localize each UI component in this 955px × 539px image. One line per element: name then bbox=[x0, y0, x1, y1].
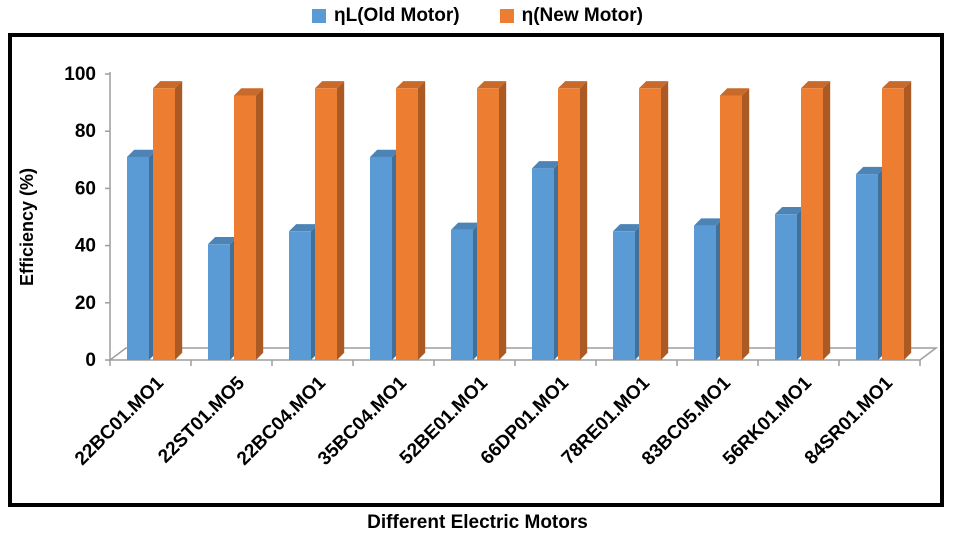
bar-top bbox=[477, 81, 507, 89]
bar-front bbox=[694, 225, 716, 360]
bar-side bbox=[337, 81, 345, 360]
bar-side bbox=[661, 81, 669, 360]
bar-old-motor-56rk01-mo1 bbox=[775, 206, 805, 360]
bar-new-motor-35bc04-mo1 bbox=[396, 81, 426, 361]
bar-new-motor-56rk01-mo1 bbox=[801, 81, 831, 361]
bar-top bbox=[396, 81, 426, 89]
bar-front bbox=[396, 88, 418, 361]
bar-new-motor-78re01-mo1 bbox=[639, 81, 669, 361]
bar-old-motor-84sr01-mo1 bbox=[856, 166, 886, 360]
bar-new-motor-52be01-mo1 bbox=[477, 81, 507, 361]
bar-front bbox=[370, 156, 392, 360]
chart-legend: ηL(Old Motor) η(New Motor) bbox=[0, 2, 955, 30]
chart-frame bbox=[8, 33, 944, 507]
legend-swatch-old-motor bbox=[312, 9, 327, 23]
bar-front bbox=[451, 229, 473, 360]
bar-top bbox=[694, 218, 724, 226]
bar-new-motor-22bc04-mo1 bbox=[315, 81, 345, 361]
bar-top bbox=[558, 81, 588, 89]
legend-item-new-motor: η(New Motor) bbox=[499, 5, 643, 27]
y-tick-label: 60 bbox=[75, 178, 96, 199]
y-axis-label: Efficiency (%) bbox=[17, 168, 37, 286]
legend-label-old-motor: ηL(Old Motor) bbox=[334, 5, 460, 26]
bar-new-motor-84sr01-mo1 bbox=[882, 81, 912, 361]
bar-front bbox=[856, 174, 878, 360]
bar-front bbox=[532, 168, 554, 360]
bar-new-motor-83bc05-mo1 bbox=[720, 88, 750, 360]
y-tick-label: 100 bbox=[64, 64, 96, 85]
bar-front bbox=[234, 95, 256, 360]
legend-item-old-motor: ηL(Old Motor) bbox=[312, 5, 460, 27]
bar-front bbox=[613, 231, 635, 360]
bar-front bbox=[882, 88, 904, 361]
bar-old-motor-22bc04-mo1 bbox=[289, 224, 319, 360]
bar-top bbox=[127, 149, 157, 157]
bar-old-motor-35bc04-mo1 bbox=[370, 149, 400, 360]
bar-front bbox=[153, 88, 175, 361]
bar-new-motor-22st01-mo5 bbox=[234, 88, 264, 360]
y-tick-label: 40 bbox=[75, 236, 96, 257]
bar-top bbox=[532, 161, 562, 169]
bar-old-motor-52be01-mo1 bbox=[451, 222, 481, 360]
bar-top bbox=[613, 224, 643, 232]
bar-side bbox=[499, 81, 507, 360]
bar-side bbox=[175, 81, 183, 360]
bar-new-motor-66dp01-mo1 bbox=[558, 81, 588, 361]
bar-front bbox=[477, 88, 499, 361]
bar-old-motor-83bc05-mo1 bbox=[694, 218, 724, 360]
bar-front bbox=[315, 88, 337, 361]
bar-front bbox=[208, 244, 230, 360]
bar-top bbox=[289, 224, 319, 232]
y-tick-label: 20 bbox=[75, 293, 96, 314]
bar-front bbox=[720, 95, 742, 360]
bar-old-motor-66dp01-mo1 bbox=[532, 161, 562, 360]
bar-front bbox=[127, 156, 149, 360]
bar-front bbox=[289, 231, 311, 360]
bar-front bbox=[775, 214, 797, 360]
bar-top bbox=[208, 236, 238, 245]
bar-top bbox=[720, 88, 750, 96]
bar-old-motor-78re01-mo1 bbox=[613, 224, 643, 360]
bar-side bbox=[418, 81, 426, 360]
bar-side bbox=[823, 81, 831, 360]
bar-top bbox=[801, 81, 831, 89]
bar-top bbox=[882, 81, 912, 89]
y-tick-label: 0 bbox=[85, 350, 96, 371]
bar-top bbox=[370, 149, 400, 157]
bar-front bbox=[558, 88, 580, 361]
bar-top bbox=[315, 81, 345, 89]
bar-side bbox=[580, 81, 588, 360]
bar-top bbox=[153, 81, 183, 89]
bar-front bbox=[801, 88, 823, 361]
bar-top bbox=[451, 222, 481, 230]
bar-top bbox=[775, 206, 805, 215]
bar-side bbox=[904, 81, 912, 360]
bar-top bbox=[234, 88, 264, 96]
bar-side bbox=[742, 88, 750, 360]
bar-old-motor-22bc01-mo1 bbox=[127, 149, 157, 360]
x-axis-label: Different Electric Motors bbox=[367, 512, 588, 533]
bar-top bbox=[856, 166, 886, 175]
y-tick-label: 80 bbox=[75, 121, 96, 142]
legend-label-new-motor: η(New Motor) bbox=[521, 5, 643, 26]
bar-front bbox=[639, 88, 661, 361]
bar-new-motor-22bc01-mo1 bbox=[153, 81, 183, 361]
x-tick-label: 22BC01.MO1 bbox=[71, 372, 168, 469]
legend-swatch-new-motor bbox=[499, 9, 514, 23]
bar-side bbox=[256, 88, 264, 360]
bar-top bbox=[639, 81, 669, 89]
bar-old-motor-22st01-mo5 bbox=[208, 236, 238, 360]
